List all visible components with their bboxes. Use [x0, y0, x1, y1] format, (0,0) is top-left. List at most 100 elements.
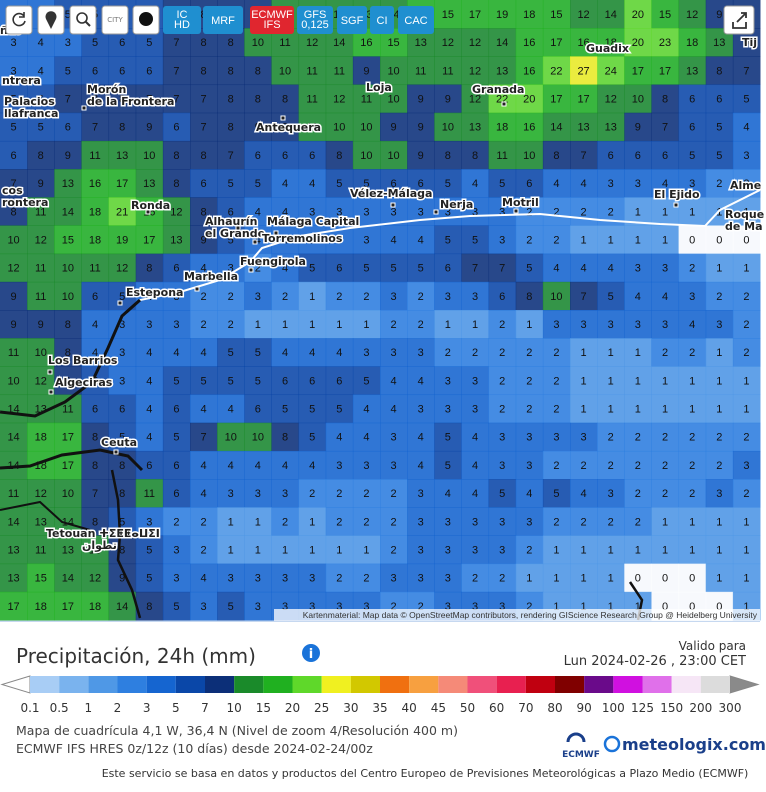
- grid-cell: [461, 281, 490, 311]
- city-button[interactable]: [101, 5, 129, 35]
- grid-value: 2: [418, 319, 424, 331]
- grid-value: 10: [550, 291, 562, 303]
- grid: 4455667899101112131415151719181512142015…: [0, 0, 761, 621]
- legend-tick-label: 200: [689, 701, 712, 715]
- grid-value: 3: [418, 404, 424, 416]
- grid-cell: [27, 563, 55, 593]
- grid-value: 13: [35, 516, 47, 528]
- grid-value: 8: [336, 150, 342, 162]
- grid-cell: [705, 563, 734, 593]
- grid-value: 9: [38, 178, 44, 190]
- grid-value: 5: [336, 178, 342, 190]
- refresh-button[interactable]: [5, 5, 33, 35]
- grid-cell: [298, 479, 327, 508]
- model-button[interactable]: [250, 6, 294, 34]
- grid-value: 3: [363, 460, 369, 472]
- grid-cell: [54, 169, 82, 198]
- grid-value: 9: [201, 234, 207, 246]
- grid-value: 0: [635, 573, 641, 585]
- grid-cell: [434, 563, 462, 593]
- grid-cell: [488, 366, 517, 396]
- grid-cell: [624, 338, 652, 367]
- grid-cell: [162, 310, 191, 339]
- grid-value: 6: [119, 404, 125, 416]
- legend-tick-label: 60: [489, 701, 504, 715]
- model-button[interactable]: [297, 6, 333, 34]
- grid-value: 0: [716, 601, 722, 613]
- model-button[interactable]: [337, 6, 367, 34]
- place-dot: [117, 300, 123, 306]
- grid-value: 4: [553, 178, 559, 190]
- grid-cell: [108, 253, 137, 283]
- grid-value: 1: [716, 573, 722, 585]
- grid-cell: [678, 535, 707, 565]
- grid-cell: [624, 422, 652, 452]
- grid-value: 5: [146, 544, 152, 556]
- grid-cell: [190, 507, 218, 536]
- grid-value: 4: [363, 432, 369, 444]
- legend-box: [525, 676, 555, 693]
- grid-cell: [135, 422, 164, 452]
- grid-value: 6: [201, 178, 207, 190]
- legend-tick-label: 90: [577, 701, 592, 715]
- grid-cell: [190, 366, 218, 396]
- grid-cell: [54, 507, 82, 536]
- grid-cell: [597, 535, 625, 565]
- grid-value: 2: [581, 516, 587, 528]
- site-logo: meteologix.com: [622, 735, 766, 754]
- grid-value: 3: [391, 573, 397, 585]
- model-button[interactable]: [398, 6, 434, 34]
- grid-value: 5: [173, 432, 179, 444]
- grid-cell: [705, 479, 734, 508]
- grid-cell: [570, 84, 598, 114]
- grid-cell: [597, 338, 625, 367]
- grid-value: 1: [689, 375, 695, 387]
- grid-value: 3: [228, 573, 234, 585]
- attribution: Kartenmaterial: Map data © OpenStreetMap…: [303, 610, 758, 620]
- grid-cell: [108, 197, 137, 226]
- model-button[interactable]: [370, 6, 394, 34]
- grid-value: 14: [605, 9, 617, 21]
- legend-tick-label: 10: [227, 701, 242, 715]
- grid-cell: [651, 281, 680, 311]
- grid-cell: [54, 225, 82, 255]
- grid-value: 9: [282, 122, 288, 134]
- grid-cell: [108, 84, 137, 114]
- grid-cell: [298, 84, 327, 114]
- grid-cell: [678, 225, 707, 255]
- zoom-button[interactable]: [69, 5, 97, 35]
- grid-value: 1: [336, 544, 342, 556]
- grid-value: 5: [92, 37, 98, 49]
- grid-value: 3: [146, 516, 152, 528]
- site-logo-mark: [603, 735, 621, 753]
- grid-value: 18: [89, 206, 101, 218]
- grid-cell: [705, 338, 734, 367]
- grid-value: 4: [92, 347, 98, 359]
- grid-cell: [27, 197, 55, 226]
- grid-value: 11: [35, 291, 46, 303]
- model-button[interactable]: [203, 6, 243, 34]
- grid-value: 17: [632, 65, 644, 77]
- grid-value: 2: [743, 347, 749, 359]
- grid-value: 3: [418, 516, 424, 528]
- legend-tick-label: 0.5: [50, 701, 69, 715]
- grid-value: 3: [445, 291, 451, 303]
- grid-value: 3: [11, 65, 17, 77]
- grid-cell: [515, 422, 544, 452]
- model-button[interactable]: [163, 6, 201, 34]
- legend-box: [88, 676, 118, 693]
- grid-value: 7: [743, 65, 749, 77]
- info-line: ECMWF IFS HRES 0z/12z (10 días) desde 20…: [16, 741, 373, 756]
- grid-cell: [244, 394, 272, 424]
- grid-value: 16: [577, 37, 589, 49]
- grid-cell: [271, 563, 300, 593]
- grid-cell: [244, 338, 272, 367]
- grid-cell: [190, 535, 218, 565]
- grid-value: 17: [62, 601, 74, 613]
- grid-cell: [352, 84, 381, 114]
- grid-value: 10: [143, 150, 155, 162]
- info-button[interactable]: [302, 644, 320, 662]
- grid-cell: [407, 479, 435, 508]
- grid-value: 1: [282, 319, 288, 331]
- grid-value: 7: [201, 432, 207, 444]
